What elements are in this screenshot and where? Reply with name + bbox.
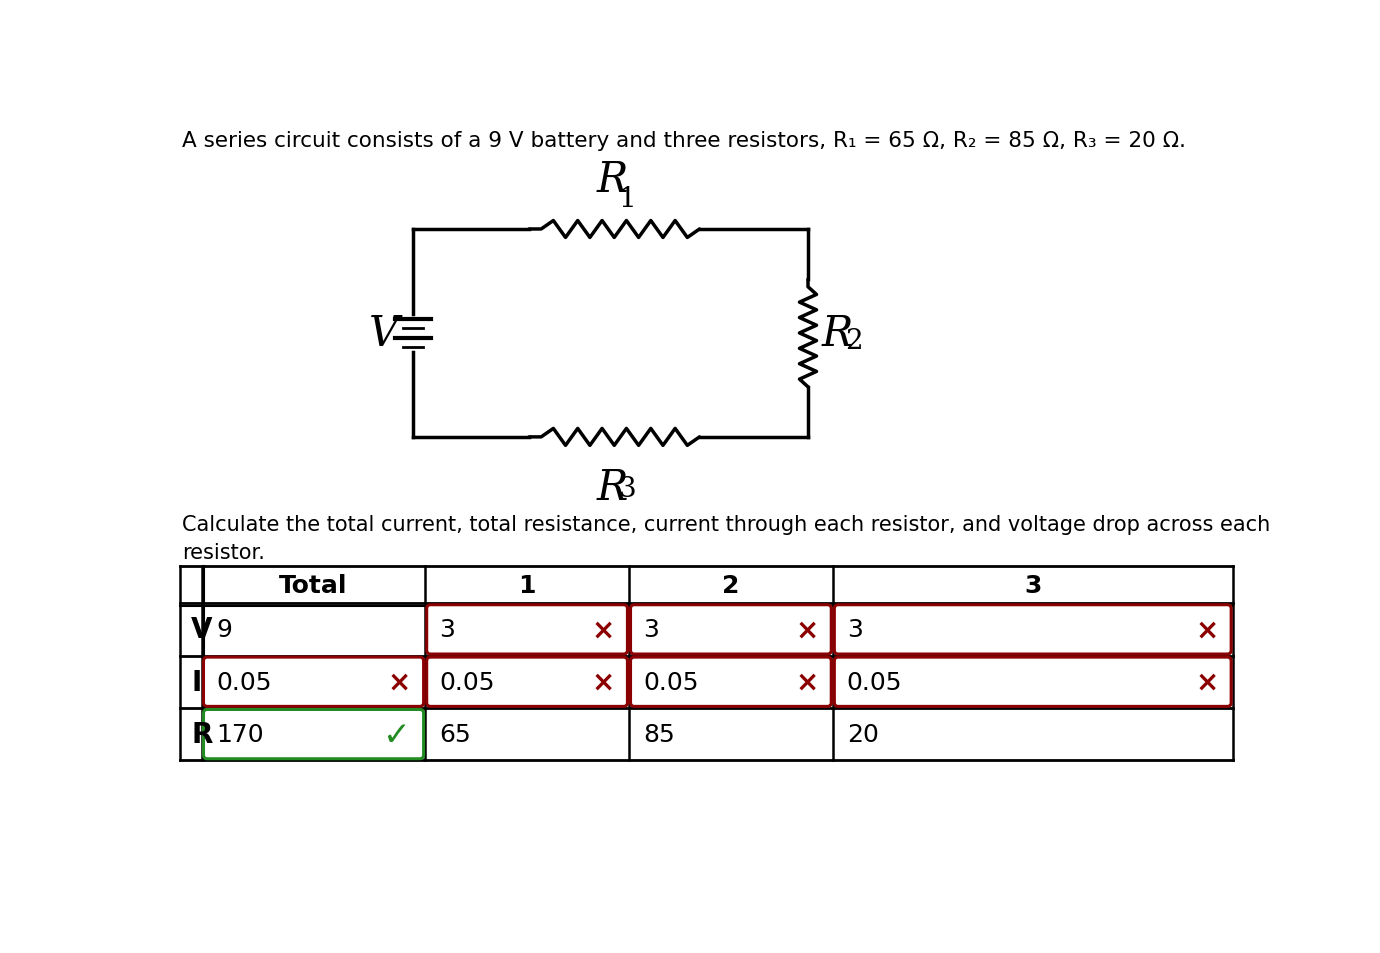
Text: ×: ×	[1195, 616, 1219, 643]
Text: ×: ×	[388, 668, 411, 696]
Text: ×: ×	[592, 668, 615, 696]
Text: A series circuit consists of a 9 V battery and three resistors, R₁ = 65 Ω, R₂ = : A series circuit consists of a 9 V batte…	[182, 132, 1185, 152]
Text: R: R	[822, 313, 853, 355]
Text: ✓: ✓	[384, 718, 411, 751]
FancyBboxPatch shape	[631, 605, 831, 655]
Text: 3: 3	[847, 618, 862, 641]
Text: 1: 1	[519, 573, 535, 598]
Text: 170: 170	[215, 722, 264, 746]
Text: V: V	[190, 616, 213, 643]
FancyBboxPatch shape	[426, 605, 628, 655]
Text: 3: 3	[1024, 573, 1042, 598]
Text: 20: 20	[847, 722, 879, 746]
Text: 9: 9	[215, 618, 232, 641]
FancyBboxPatch shape	[203, 658, 424, 706]
Text: Calculate the total current, total resistance, current through each resistor, an: Calculate the total current, total resis…	[182, 515, 1270, 562]
FancyBboxPatch shape	[835, 605, 1231, 655]
Text: 0.05: 0.05	[215, 670, 272, 694]
Text: 3: 3	[643, 618, 658, 641]
Text: ×: ×	[796, 616, 818, 643]
Text: ×: ×	[1195, 668, 1219, 696]
FancyBboxPatch shape	[835, 658, 1231, 706]
Text: ×: ×	[796, 668, 818, 696]
Text: 1: 1	[618, 186, 636, 213]
Text: V: V	[368, 313, 399, 355]
Text: R: R	[598, 467, 628, 509]
FancyBboxPatch shape	[631, 658, 831, 706]
Text: 3: 3	[618, 476, 636, 503]
Text: 2: 2	[722, 573, 740, 598]
Text: Total: Total	[279, 573, 348, 598]
FancyBboxPatch shape	[203, 710, 424, 759]
Text: R: R	[598, 158, 628, 200]
FancyBboxPatch shape	[426, 658, 628, 706]
Text: 65: 65	[439, 722, 471, 746]
Text: R: R	[190, 720, 213, 748]
Text: 3: 3	[439, 618, 455, 641]
Text: 0.05: 0.05	[643, 670, 698, 694]
Text: I: I	[190, 668, 201, 696]
Text: 2: 2	[845, 328, 862, 355]
Text: 85: 85	[643, 722, 675, 746]
Text: 0.05: 0.05	[439, 670, 494, 694]
Text: 0.05: 0.05	[847, 670, 903, 694]
Text: ×: ×	[592, 616, 615, 643]
